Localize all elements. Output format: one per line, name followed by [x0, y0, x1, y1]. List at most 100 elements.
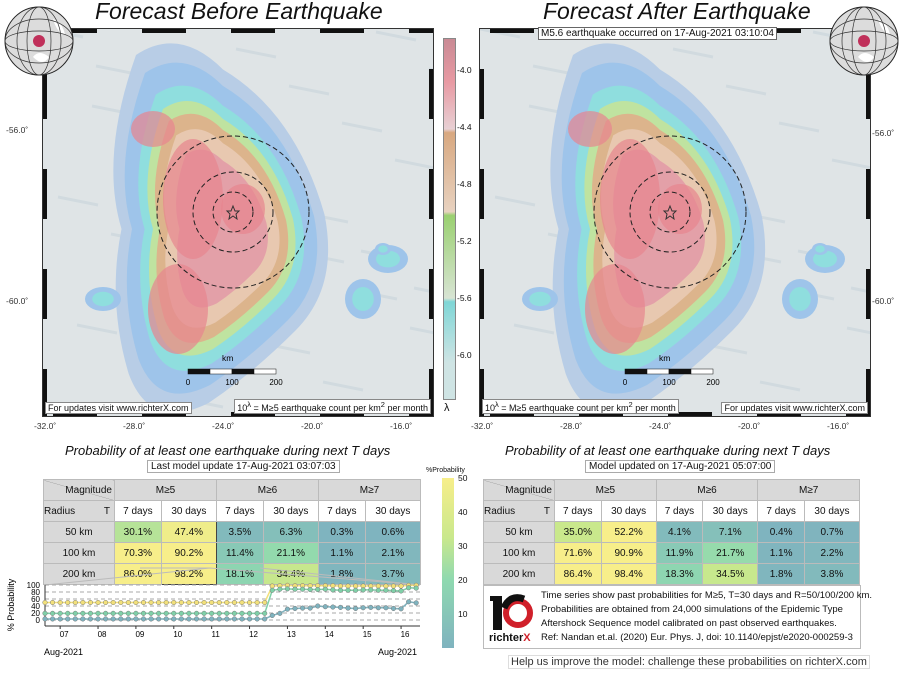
series-point — [231, 616, 237, 622]
rate-hotspot — [163, 139, 223, 259]
series-point — [110, 616, 116, 622]
frame-tick — [43, 69, 47, 119]
scale-bar-segment — [690, 368, 714, 375]
series-point — [156, 610, 162, 616]
series-point — [360, 587, 366, 593]
probability-cell: 52.2% — [600, 521, 657, 543]
series-point — [50, 599, 56, 606]
series-point — [353, 605, 359, 612]
series-point — [330, 604, 336, 610]
probability-cell: 71.6% — [554, 542, 602, 564]
series-point — [133, 599, 139, 606]
probability-cell: 30.1% — [114, 521, 162, 543]
probability-cell: 1.1% — [757, 542, 805, 564]
rate-hotspot — [221, 184, 265, 234]
frame-tick — [866, 269, 870, 319]
period-header: 7 days — [215, 500, 264, 522]
zoom-connector — [140, 567, 421, 586]
series-point — [330, 583, 336, 589]
series-point — [80, 616, 86, 622]
frame-tick — [866, 69, 870, 119]
bathymetry-texture — [235, 47, 277, 59]
radius-circle — [649, 191, 691, 233]
right-forecast-map[interactable]: 0 100 200 km 10λ = M≥5 earthquake count per… — [479, 28, 871, 417]
series-point — [262, 599, 268, 606]
series-point — [345, 587, 351, 593]
bathymetry-texture — [778, 121, 820, 133]
magnitude-header: M≥5 — [114, 479, 217, 501]
series-point — [254, 616, 260, 622]
prob-colorbar-tick: 40 — [458, 507, 468, 517]
frame-tick — [142, 412, 186, 416]
frame-tick — [320, 412, 364, 416]
series-point — [330, 587, 336, 593]
lon-label: -28.0˚ — [123, 421, 146, 431]
lat-label: -60.0˚ — [872, 296, 895, 306]
magnitude-header: M≥5 — [554, 479, 657, 501]
series-point — [87, 599, 94, 606]
richterx-logo-icon — [490, 594, 533, 630]
series-point — [171, 610, 177, 616]
series-point — [156, 599, 162, 606]
lon-label: -28.0˚ — [560, 421, 583, 431]
period-header: 30 days — [600, 500, 657, 522]
epicenter-marker — [858, 35, 870, 47]
scale-bar-segment — [209, 368, 233, 375]
help-link[interactable]: Help us improve the model: challenge the… — [508, 655, 870, 669]
series-point — [103, 610, 109, 616]
update-note[interactable]: For updates visit www.richterX.com — [721, 402, 868, 414]
info-box: richterX Time series show past probabili… — [483, 585, 872, 649]
scale-unit: km — [659, 353, 670, 363]
left-probability-table: Magnitude M≥5 M≥6 M≥7 Radius T 7 days 30 days 7 … — [43, 479, 422, 585]
y-tick-label: 0 — [36, 616, 41, 625]
y-tick-label: 60 — [31, 595, 40, 604]
period-header: 7 days — [554, 500, 602, 522]
series-point — [398, 588, 404, 594]
right-map-title: Forecast After Earthquake — [543, 0, 811, 24]
update-note[interactable]: For updates visit www.richterX.com — [45, 402, 192, 414]
bathymetry-texture — [725, 84, 767, 96]
radius-label: 100 km — [483, 542, 555, 564]
zoom-connector — [44, 567, 421, 586]
series-point — [163, 610, 169, 616]
lon-label: -24.0˚ — [212, 421, 235, 431]
x-date-label-right: Aug-2021 — [378, 647, 417, 657]
prob-colorbar-label: %Probability — [426, 467, 465, 474]
series-point — [262, 616, 268, 622]
bathymetry-texture — [831, 158, 870, 170]
series-point — [80, 599, 86, 606]
bathymetry-texture — [413, 286, 433, 294]
probability-cell: 34.5% — [702, 563, 759, 585]
lat-label: -56.0˚ — [6, 125, 29, 135]
scale-bar-label: 200 — [706, 378, 720, 387]
series-point — [201, 599, 207, 606]
bathymetry-texture — [494, 195, 536, 207]
lat-label: -56.0˚ — [872, 128, 895, 138]
series-point — [398, 583, 404, 589]
series-point — [300, 605, 306, 611]
y-tick-label: 80 — [31, 588, 40, 597]
series-point — [125, 599, 131, 606]
frame-tick — [43, 269, 47, 319]
bathymetry-texture — [850, 286, 870, 294]
lon-label: -20.0˚ — [301, 421, 324, 431]
bathymetry-texture — [76, 323, 118, 335]
series-point — [337, 604, 344, 610]
scale-bar-segment — [624, 368, 648, 375]
rate-contour — [529, 291, 551, 307]
probability-cell: 18.3% — [655, 563, 704, 585]
left-forecast-map[interactable]: 0 100 200 km For updates visit www.richterX… — [42, 28, 434, 417]
probability-cell: 18.1% — [215, 563, 264, 585]
series-point — [178, 616, 184, 622]
series-point — [148, 616, 154, 622]
frame-tick — [429, 69, 433, 119]
series-point — [231, 610, 237, 616]
rate-hotspot — [131, 111, 175, 147]
frame-tick — [668, 412, 712, 416]
probability-cell: 0.4% — [757, 521, 805, 543]
series-point — [292, 586, 298, 592]
lon-label: -20.0˚ — [738, 421, 761, 431]
series-point — [87, 616, 94, 622]
scale-unit: km — [222, 353, 233, 363]
series-point — [65, 610, 71, 616]
